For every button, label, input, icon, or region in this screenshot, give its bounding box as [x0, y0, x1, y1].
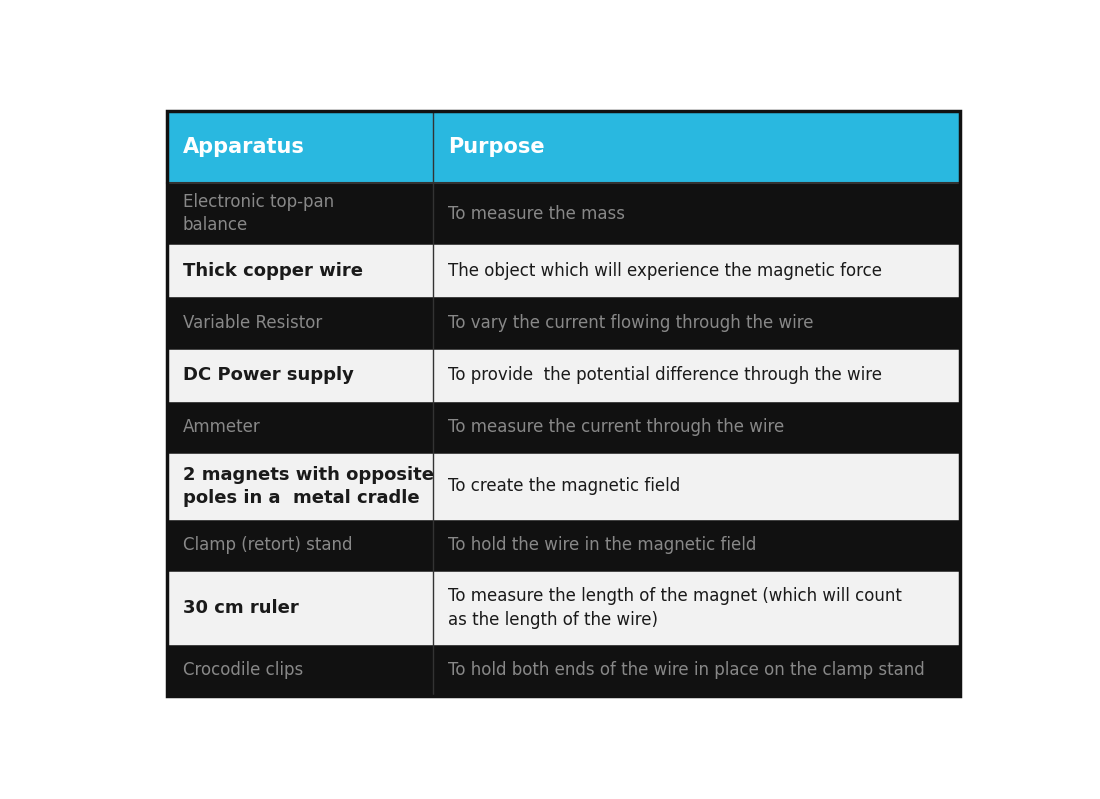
- Bar: [167, 348, 960, 402]
- Bar: [167, 183, 960, 244]
- Text: Variable Resistor: Variable Resistor: [183, 314, 322, 332]
- Text: To measure the current through the wire: To measure the current through the wire: [449, 419, 784, 436]
- Bar: [167, 402, 960, 453]
- Bar: [167, 244, 960, 297]
- Text: Apparatus: Apparatus: [183, 137, 305, 157]
- Text: Clamp (retort) stand: Clamp (retort) stand: [183, 536, 352, 555]
- Text: 30 cm ruler: 30 cm ruler: [183, 598, 298, 617]
- Text: To hold the wire in the magnetic field: To hold the wire in the magnetic field: [449, 536, 757, 555]
- Text: To hold both ends of the wire in place on the clamp stand: To hold both ends of the wire in place o…: [449, 661, 925, 679]
- Text: 2 magnets with opposite
poles in a  metal cradle: 2 magnets with opposite poles in a metal…: [183, 466, 433, 507]
- Bar: [167, 453, 960, 520]
- Text: To measure the mass: To measure the mass: [449, 205, 625, 223]
- Text: To create the magnetic field: To create the magnetic field: [449, 477, 681, 495]
- Bar: [167, 111, 960, 183]
- Text: To measure the length of the magnet (which will count
as the length of the wire): To measure the length of the magnet (whi…: [449, 587, 902, 629]
- Text: Purpose: Purpose: [449, 137, 544, 157]
- Text: Electronic top-pan
balance: Electronic top-pan balance: [183, 193, 333, 234]
- Text: DC Power supply: DC Power supply: [183, 366, 353, 384]
- Text: Ammeter: Ammeter: [183, 419, 261, 436]
- Text: The object which will experience the magnetic force: The object which will experience the mag…: [449, 262, 882, 280]
- Text: To vary the current flowing through the wire: To vary the current flowing through the …: [449, 314, 814, 332]
- Bar: [167, 571, 960, 645]
- Bar: [167, 297, 960, 348]
- Text: To provide  the potential difference through the wire: To provide the potential difference thro…: [449, 366, 882, 384]
- Bar: [167, 520, 960, 571]
- Text: Thick copper wire: Thick copper wire: [183, 262, 363, 280]
- Text: Crocodile clips: Crocodile clips: [183, 661, 303, 679]
- Bar: [167, 645, 960, 696]
